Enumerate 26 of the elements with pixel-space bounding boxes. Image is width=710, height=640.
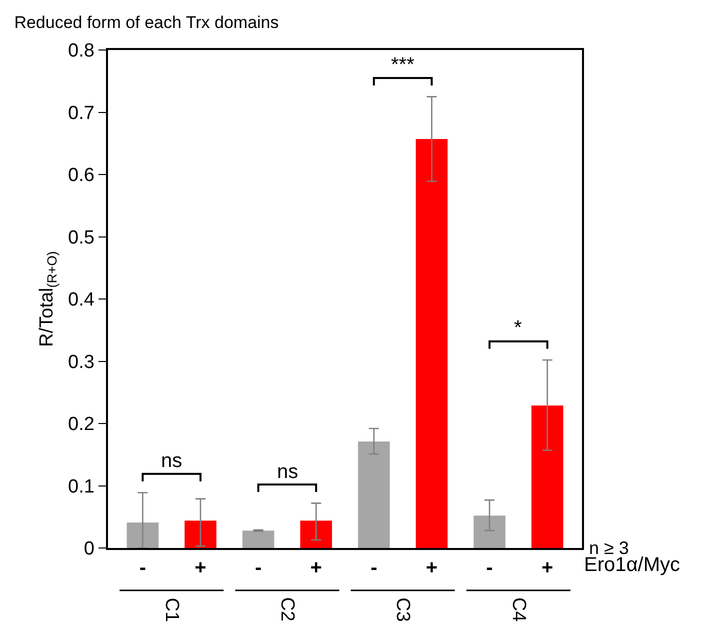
y-tick-label: 0.7 (68, 102, 94, 124)
x-tick-label: + (310, 556, 322, 579)
x-tick-label: - (370, 556, 378, 579)
text: C2 (276, 597, 298, 622)
y-tick-label: 0.1 (68, 476, 94, 498)
x-tick-label: + (426, 556, 438, 579)
y-tick-label: 0.6 (68, 165, 94, 186)
annotation: *** (391, 54, 415, 76)
y-tick-label: 0.5 (68, 227, 94, 248)
text: C1 (160, 598, 182, 622)
annotation: * (514, 317, 522, 339)
x-tick-label: + (541, 556, 554, 579)
chart-title: Reduced form of each Trx domains (14, 12, 279, 32)
x-tick-label: - (486, 556, 493, 579)
text: C4 (508, 597, 530, 622)
y-tick-label: 0.8 (68, 40, 94, 62)
x-tick-label: + (194, 556, 206, 579)
text: C3 (392, 598, 414, 622)
annotation: ns (161, 450, 182, 472)
y-tick-label: 0 (84, 538, 94, 560)
x-tick-label: - (254, 556, 262, 579)
x-tick-label: - (139, 556, 146, 579)
y-tick-label: 0.3 (68, 352, 94, 373)
y-tick-label: 0.2 (68, 414, 94, 436)
annotation: ns (277, 461, 298, 483)
y-tick-label: 0.4 (68, 290, 95, 311)
